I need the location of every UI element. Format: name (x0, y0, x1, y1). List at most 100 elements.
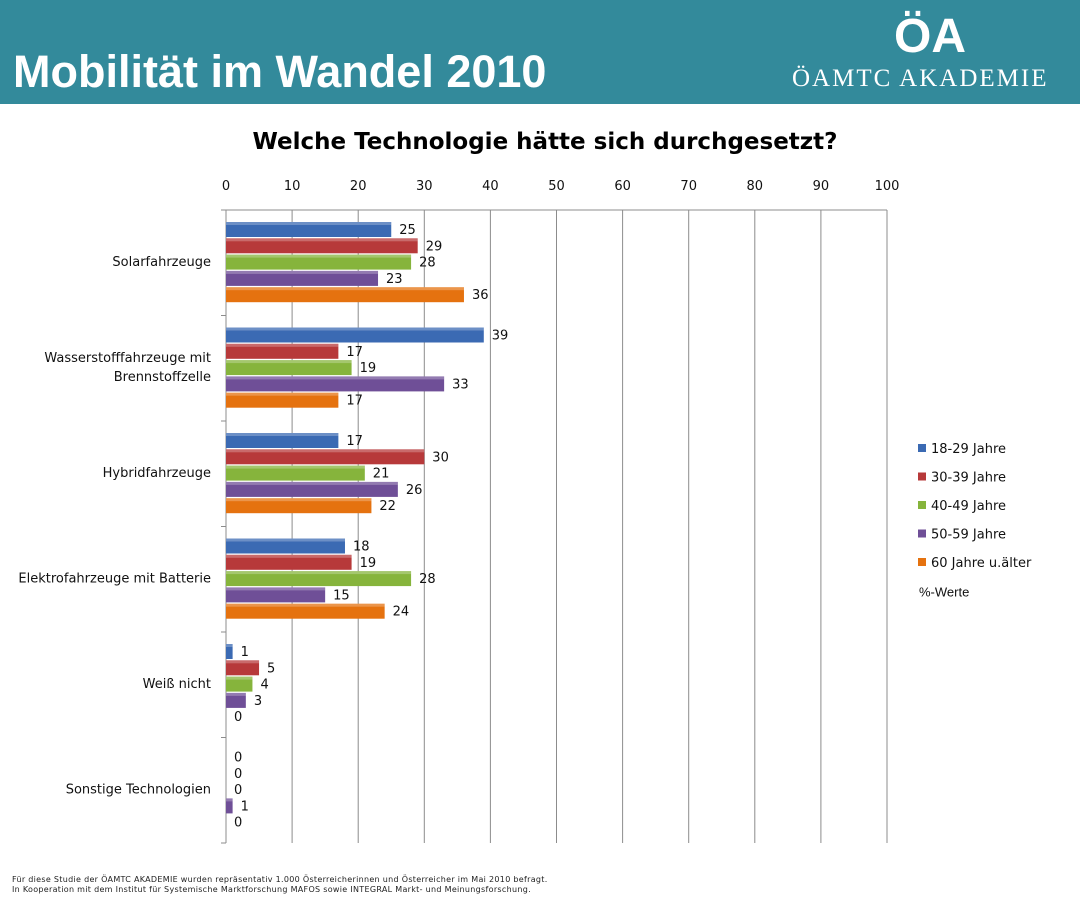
bar (226, 254, 412, 270)
bar (226, 376, 445, 392)
bar-highlight (226, 587, 326, 591)
legend-swatch (918, 558, 926, 566)
bar (226, 270, 379, 286)
bar-highlight (226, 692, 246, 696)
category-label: Elektrofahrzeuge mit Batterie (18, 571, 211, 586)
data-label: 17 (346, 434, 363, 449)
data-label: 18 (353, 540, 370, 555)
bar-highlight (226, 327, 484, 331)
bar (226, 498, 372, 514)
data-label: 28 (419, 256, 436, 271)
bar-highlight (226, 676, 253, 680)
data-label: 0 (234, 710, 242, 725)
x-tick-label: 30 (416, 179, 433, 194)
legend-swatch (918, 472, 926, 481)
bar-highlight (226, 465, 365, 469)
legend-label: 50-59 Jahre (931, 528, 1006, 543)
category-label: Wasserstofffahrzeuge mit (44, 351, 211, 366)
x-tick-label: 60 (614, 179, 631, 194)
category-label: Solarfahrzeuge (112, 255, 211, 270)
data-label: 29 (426, 239, 443, 254)
data-label: 19 (360, 556, 377, 571)
unit-note: %-Werte (919, 585, 969, 600)
bar-highlight (226, 498, 372, 502)
data-label: 1 (241, 645, 249, 660)
legend-swatch (918, 444, 926, 452)
bar (226, 481, 398, 497)
data-label: 21 (373, 467, 390, 482)
x-tick-label: 0 (222, 179, 230, 194)
data-label: 3 (254, 694, 262, 709)
data-label: 0 (234, 783, 242, 798)
x-tick-label: 70 (680, 179, 697, 194)
bar-highlight (226, 392, 339, 396)
legend-swatch (918, 529, 926, 538)
bar (226, 465, 365, 481)
data-label: 0 (234, 816, 242, 831)
bar-highlight (226, 449, 425, 453)
brand-name: ÖAMTC AKADEMIE (792, 65, 1049, 92)
bar-highlight (226, 554, 352, 558)
bar (226, 222, 392, 237)
bar-highlight (226, 360, 352, 364)
bar (226, 571, 412, 587)
bar-highlight (226, 343, 339, 347)
x-tick-label: 10 (284, 179, 301, 194)
bar-highlight (226, 481, 398, 485)
bar-highlight (226, 644, 233, 647)
x-tick-label: 50 (548, 179, 565, 194)
header-banner: Mobilität im Wandel 2010 ÖA ÖAMTC AKADEM… (0, 0, 1080, 104)
data-label: 17 (346, 394, 363, 409)
footer-note: Für diese Studie der ÖAMTC AKADEMIE wurd… (12, 875, 548, 895)
category-label: Weiß nicht (143, 677, 211, 692)
legend-label: 60 Jahre u.älter (931, 556, 1032, 571)
bar (226, 692, 246, 708)
x-tick-label: 90 (813, 179, 830, 194)
bar (226, 343, 339, 359)
data-label: 30 (432, 450, 449, 465)
bar-highlight (226, 254, 412, 258)
bar (226, 554, 352, 570)
footer-line-2: In Kooperation mit dem Institut für Syst… (12, 885, 531, 894)
data-label: 25 (399, 223, 416, 238)
data-label: 5 (267, 661, 275, 676)
bar (226, 360, 352, 376)
bar-highlight (226, 270, 379, 274)
bar (226, 433, 339, 448)
bar (226, 327, 484, 343)
legend-swatch (918, 501, 926, 509)
category-label: Hybridfahrzeuge (103, 466, 211, 481)
x-tick-label: 20 (350, 179, 367, 194)
data-label: 4 (260, 678, 268, 693)
page-title: Mobilität im Wandel 2010 (13, 46, 547, 97)
logo-text: ÖA (894, 10, 966, 56)
data-label: 19 (360, 361, 377, 376)
bar (226, 392, 339, 408)
data-label: 33 (452, 377, 469, 392)
data-label: 28 (419, 572, 436, 587)
bar-highlight (226, 660, 260, 664)
bar (226, 798, 233, 814)
bar (226, 538, 345, 554)
bar (226, 449, 425, 465)
chart-title: Welche Technologie hätte sich durchgeset… (252, 129, 838, 155)
bar (226, 287, 464, 303)
bar-highlight (226, 798, 233, 802)
oeamtc-logo-icon: ÖA (894, 10, 966, 56)
x-tick-label: 40 (482, 179, 499, 194)
data-label: 39 (492, 329, 509, 344)
bar-highlight (226, 376, 445, 380)
data-label: 17 (346, 345, 363, 360)
bar (226, 238, 418, 254)
bar (226, 676, 253, 692)
data-label: 1 (241, 799, 249, 814)
bar-highlight (226, 287, 464, 291)
x-tick-label: 100 (875, 179, 900, 194)
bar-highlight (226, 222, 392, 225)
bar-highlight (226, 571, 412, 575)
footer-line-1: Für diese Studie der ÖAMTC AKADEMIE wurd… (12, 875, 548, 884)
data-label: 23 (386, 272, 403, 287)
data-label: 15 (333, 588, 350, 603)
bar (226, 587, 326, 603)
